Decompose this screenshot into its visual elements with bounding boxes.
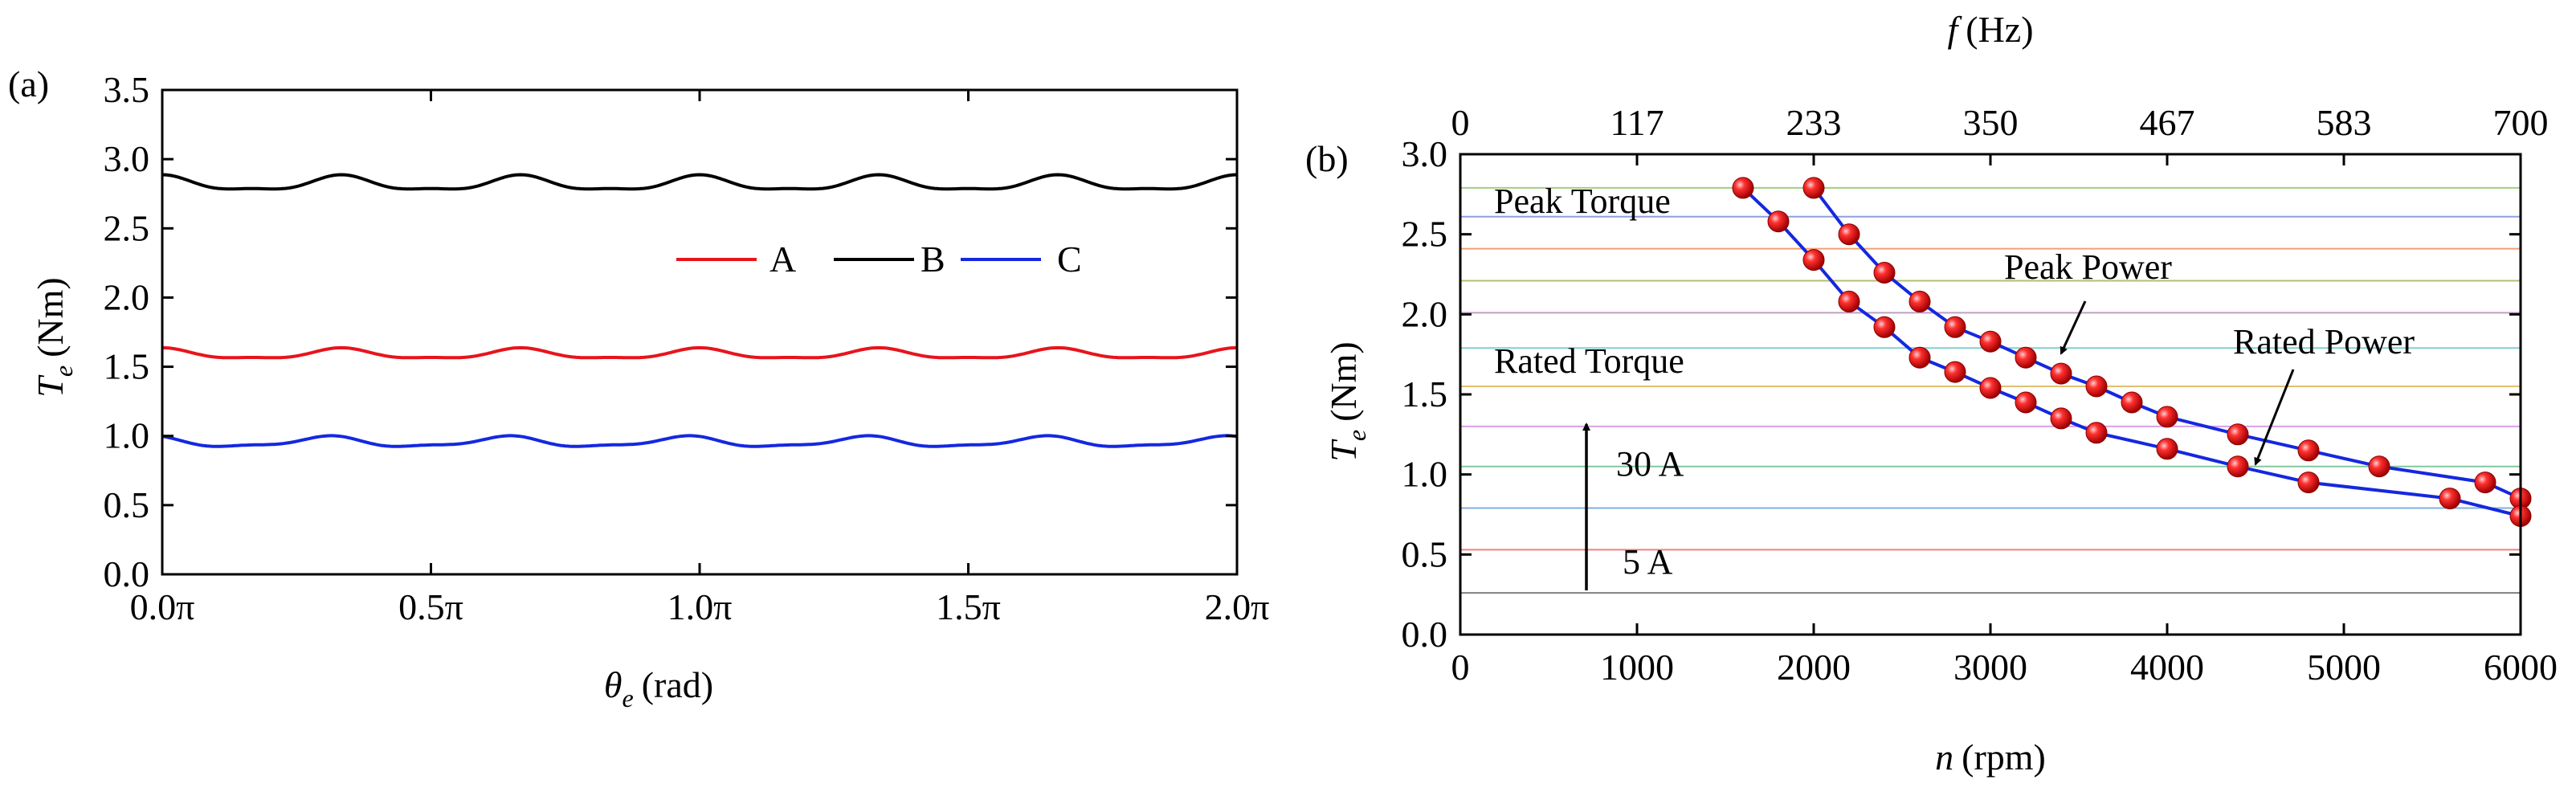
panel-label-a: (a)	[8, 63, 49, 104]
data-point	[1979, 330, 2002, 353]
chart-a-series	[161, 173, 1238, 448]
top-tick-label: 350	[1963, 102, 2019, 143]
x-tick-label: 0.5π	[398, 586, 463, 627]
data-point	[1909, 290, 1931, 312]
data-point	[2015, 346, 2037, 369]
annotation-rated-power: Rated Power	[2233, 322, 2415, 361]
chart-b-top-xlabel: f (Hz)	[1947, 9, 2033, 50]
top-tick-label: 117	[1610, 102, 1664, 143]
y-tick-label: 2.5	[1402, 214, 1448, 255]
top-tick-label: 0	[1451, 102, 1470, 143]
top-tick-label: 700	[2493, 102, 2549, 143]
data-point	[2297, 472, 2320, 494]
data-point	[2474, 472, 2496, 494]
arrow-peak-power	[2060, 300, 2087, 355]
data-point	[1802, 249, 1825, 271]
chart-a: (a) 0.0π 0.5π 1.0π 1.5π 2.0π 0.0 0.5 1.0 1.5 2.0 2…	[8, 63, 1269, 712]
y-tick-label: 3.0	[1402, 133, 1448, 174]
top-tick-label: 467	[2140, 102, 2195, 143]
data-point	[1732, 177, 1754, 199]
data-point	[1979, 377, 2002, 399]
data-point	[1944, 316, 1966, 338]
y-tick-label: 0.5	[1402, 533, 1448, 574]
y-tick-label: 1.0	[1402, 454, 1448, 495]
arrow-rated-power	[2254, 369, 2295, 466]
data-point	[2085, 422, 2108, 444]
data-point	[2227, 455, 2249, 478]
data-point	[2439, 488, 2461, 510]
data-point	[1909, 346, 1931, 369]
series-line-rated-power	[1741, 186, 2521, 518]
series-line-c	[161, 434, 1238, 448]
data-point	[2085, 375, 2108, 398]
x-tick-label: 1000	[1600, 647, 1674, 688]
y-tick-label: 2.5	[104, 207, 150, 248]
data-point	[2368, 455, 2390, 478]
chart-b-ticks: 0 1000 2000 3000 4000 5000 6000 0 117 233 350 467 58…	[1402, 102, 2558, 688]
data-point	[1838, 290, 1860, 312]
legend-label-a: A	[770, 239, 796, 280]
data-point	[1802, 177, 1825, 199]
x-tick-label: 2.0π	[1205, 586, 1270, 627]
y-tick-label: 0.0	[1402, 614, 1448, 655]
x-tick-label: 6000	[2484, 647, 2558, 688]
data-point	[2050, 362, 2072, 385]
y-tick-label: 2.0	[1402, 293, 1448, 334]
y-tick-label: 0.0	[104, 553, 150, 594]
x-tick-label: 0	[1451, 647, 1470, 688]
data-point	[2050, 407, 2072, 430]
x-tick-label: 2000	[1777, 647, 1851, 688]
chart-a-frame	[161, 88, 1239, 576]
panel-label-b: (b)	[1305, 138, 1349, 179]
top-tick-label: 583	[2317, 102, 2372, 143]
chart-a-ticks: 0.0π 0.5π 1.0π 1.5π 2.0π 0.0 0.5 1.0 1.5 2.0 2.5 3.…	[104, 69, 1270, 627]
data-point	[2015, 391, 2037, 414]
legend-label-c: C	[1057, 239, 1082, 280]
y-tick-label: 1.5	[104, 346, 150, 387]
chart-b-ylabel: Te(Nm)	[1323, 341, 1371, 461]
x-tick-label: 0.0π	[130, 586, 195, 627]
x-tick-label: 1.5π	[936, 586, 1001, 627]
legend-label-b: B	[921, 239, 945, 280]
data-point	[1838, 223, 1860, 246]
data-point	[1873, 316, 1896, 338]
y-tick-label: 2.0	[104, 276, 150, 317]
annotation-peak-torque: Peak Torque	[1494, 182, 1671, 221]
data-point	[1767, 210, 1790, 233]
y-tick-label: 1.5	[1402, 374, 1448, 414]
chart-a-ylabel: Te(Nm)	[30, 277, 78, 397]
data-point	[2297, 439, 2320, 462]
annotation-rated-torque: Rated Torque	[1494, 341, 1684, 381]
y-tick-label: 1.0	[104, 415, 150, 456]
annotation-30a: 30 A	[1616, 444, 1684, 484]
data-point	[1873, 262, 1896, 284]
chart-b: (b) 0 1000 2000 3000 4000 5000 6000 0 117 233 350 4…	[1305, 9, 2558, 778]
chart-a-xlabel: θe (rad)	[604, 664, 713, 712]
top-tick-label: 233	[1786, 102, 1842, 143]
chart-a-legend: A B C	[676, 239, 1082, 280]
y-tick-label: 3.0	[104, 138, 150, 179]
series-line-peak-power	[1812, 186, 2521, 500]
x-tick-label: 3000	[1953, 647, 2027, 688]
data-point	[2156, 406, 2178, 428]
x-tick-label: 4000	[2130, 647, 2204, 688]
y-tick-label: 3.5	[104, 69, 150, 110]
chart-b-xlabel: n (rpm)	[1935, 737, 2046, 778]
data-point	[1944, 361, 1966, 383]
y-tick-label: 0.5	[104, 484, 150, 525]
data-point	[2156, 438, 2178, 460]
data-point	[2121, 391, 2143, 414]
series-line-a	[161, 345, 1238, 360]
x-tick-label: 5000	[2307, 647, 2381, 688]
annotation-5a: 5 A	[1623, 542, 1673, 582]
data-point	[2227, 423, 2249, 446]
annotation-peak-power: Peak Power	[2004, 247, 2172, 287]
x-tick-label: 1.0π	[667, 586, 733, 627]
series-line-b	[161, 173, 1238, 191]
